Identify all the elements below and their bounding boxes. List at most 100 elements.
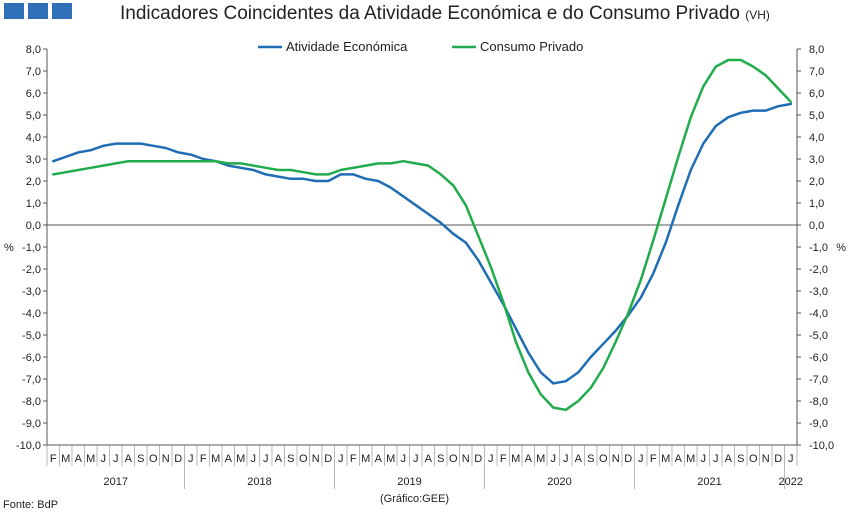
data-point [727,116,730,118]
x-month-label: J [788,453,794,465]
data-point [439,222,442,224]
logo-square [4,3,24,19]
data-point [477,235,480,237]
x-month-label: J [713,453,719,465]
x-year-label: 2021 [697,476,721,488]
x-month-label: N [162,453,170,465]
data-point [677,204,680,206]
data-point [327,173,330,176]
y-tick-label-right: -9,0 [809,418,828,430]
y-tick-label-left: 4,0 [26,132,41,144]
data-point [752,65,755,68]
data-point [714,65,717,68]
data-point [577,400,580,402]
y-tick-label-right: -10,0 [809,440,834,452]
x-month-label: F [50,453,57,465]
x-month-label: N [612,453,620,465]
x-month-label: N [762,453,770,465]
data-point [352,167,355,169]
x-month-label: D [324,453,332,465]
x-month-label: M [236,453,245,465]
data-point [277,169,280,171]
x-month-label: J [113,453,119,465]
y-tick-label-left: -2,0 [22,264,41,276]
x-month-label: O [299,453,308,465]
x-month-label: M [386,453,395,465]
data-point [452,184,455,187]
x-month-label: M [686,453,695,465]
data-point [552,406,555,409]
x-month-label: M [661,453,670,465]
data-point [527,351,530,354]
x-month-label: J [263,453,269,465]
data-point [714,125,717,127]
x-month-label: D [774,453,782,465]
data-point [252,169,255,171]
data-point [777,87,780,90]
data-point [489,281,492,284]
data-point [527,371,530,374]
x-month-label: J [488,453,494,465]
data-point [652,239,655,242]
data-point [402,195,405,198]
title-unit: (VH) [745,8,770,22]
x-month-label: J [563,453,569,465]
x-month-label: M [211,453,220,465]
data-point [664,197,667,200]
data-point [539,393,542,396]
y-tick-label-right: -7,0 [809,374,828,386]
y-tick-label-right: 8,0 [809,44,824,56]
x-month-label: S [737,453,744,465]
data-point [464,204,467,206]
data-point [302,171,305,173]
y-unit-label-left: % [4,242,14,254]
y-tick-label-left: -7,0 [22,374,41,386]
data-point [427,164,430,167]
data-point [327,180,330,182]
data-point [227,162,230,165]
data-point [102,145,105,147]
x-month-label: S [437,453,444,465]
x-month-label: A [525,453,533,465]
x-month-label: O [449,453,458,465]
data-point [114,162,117,165]
y-tick-label-left: 0,0 [26,220,41,232]
data-point [777,105,780,107]
y-tick-label-left: -8,0 [22,396,41,408]
data-point [377,180,380,182]
x-month-label: O [599,453,608,465]
y-tick-label-right: 0,0 [809,220,824,232]
y-tick-label-left: -5,0 [22,330,41,342]
data-point [377,162,380,165]
x-month-label: A [225,453,233,465]
x-month-label: J [101,453,107,465]
data-point [552,382,555,385]
credit-note: (Gráfico:GEE) [380,493,450,505]
data-point [164,160,167,162]
data-point [239,167,242,169]
data-point [64,156,67,158]
y-tick-label-left: -3,0 [22,286,41,298]
data-point [789,101,792,103]
data-point [77,151,80,154]
data-point [89,167,92,169]
data-point [302,178,305,180]
data-point [189,160,192,162]
y-tick-label-right: -4,0 [809,308,828,320]
data-point [702,142,705,145]
data-point [114,142,117,145]
x-month-label: A [375,453,383,465]
x-month-label: J [338,453,344,465]
source-note: Fonte: BdP [3,499,59,511]
data-point [614,329,617,332]
data-point [664,241,667,244]
data-point [689,169,692,171]
x-month-label: J [551,453,557,465]
x-month-label: M [511,453,520,465]
data-point [577,371,580,374]
x-month-label: D [174,453,182,465]
data-point [277,175,280,178]
data-point [752,109,755,112]
y-tick-label-left: -1,0 [22,242,41,254]
